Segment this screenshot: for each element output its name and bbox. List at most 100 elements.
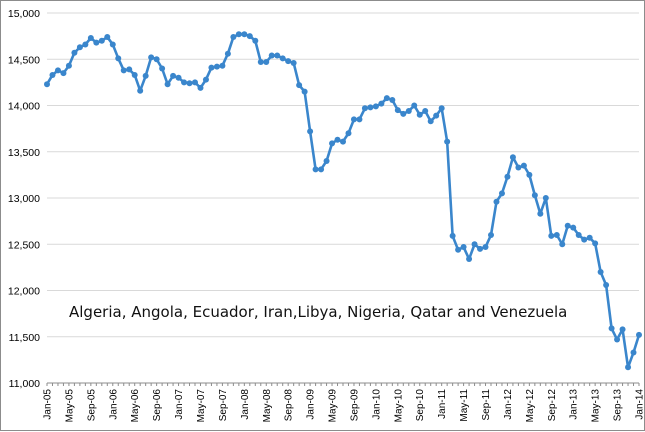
data-point [181, 79, 187, 85]
data-point [345, 130, 351, 136]
data-point [214, 64, 220, 70]
y-tick-label: 13,500 [8, 147, 40, 159]
data-point [132, 72, 138, 78]
x-tick-label: May-07 [196, 389, 207, 423]
data-point [428, 118, 434, 124]
data-point [532, 192, 538, 198]
data-point [493, 199, 499, 205]
data-point [444, 139, 450, 145]
data-point [598, 269, 604, 275]
data-point [389, 97, 395, 103]
gridlines [47, 13, 639, 383]
data-point [71, 50, 77, 56]
x-tick-label: Jan-11 [437, 389, 448, 419]
x-tick-label: May-05 [64, 389, 75, 423]
data-point [230, 34, 236, 40]
data-point [455, 247, 461, 253]
y-tick-label: 14,500 [8, 54, 40, 66]
data-point [543, 195, 549, 201]
data-point [115, 55, 121, 61]
data-point [521, 163, 527, 169]
x-tick-label: Sep-11 [481, 389, 492, 421]
x-tick-label: May-06 [130, 389, 141, 423]
data-point [499, 190, 505, 196]
data-point [411, 103, 417, 109]
x-tick-label: Jan-06 [108, 389, 119, 420]
data-point [176, 75, 182, 81]
x-tick-label: May-11 [459, 389, 470, 422]
data-point [559, 241, 565, 247]
x-tick-label: May-12 [525, 389, 536, 423]
data-point [340, 139, 346, 145]
data-point [208, 65, 214, 71]
data-point [66, 63, 72, 69]
data-point [77, 44, 83, 50]
data-point [263, 59, 269, 65]
data-point [466, 256, 472, 262]
data-point [197, 85, 203, 91]
data-point [554, 232, 560, 238]
x-tick-label: Jan-08 [240, 389, 251, 420]
x-tick-label: Sep-05 [86, 389, 97, 422]
data-point [291, 60, 297, 66]
y-tick-label: 14,000 [8, 101, 40, 113]
data-point [126, 66, 132, 72]
data-point [88, 35, 94, 41]
data-point [44, 81, 50, 87]
data-point [570, 225, 576, 231]
data-point [269, 53, 275, 59]
data-point [461, 244, 467, 250]
data-point [362, 105, 368, 111]
data-point [285, 58, 291, 64]
data-point [603, 282, 609, 288]
data-point [335, 137, 341, 143]
data-point [121, 67, 127, 73]
data-point [378, 101, 384, 107]
data-point [313, 166, 319, 172]
y-tick-label: 12,000 [8, 286, 40, 298]
data-point [154, 56, 160, 62]
x-tick-label: Sep-08 [284, 389, 295, 422]
chart-annotation: Algeria, Angola, Ecuador, Iran,Libya, Ni… [69, 303, 567, 321]
data-point [110, 41, 116, 47]
data-point [324, 158, 330, 164]
data-point [60, 70, 66, 76]
data-point [548, 233, 554, 239]
x-tick-label: Jan-12 [503, 389, 514, 420]
data-point [148, 54, 154, 60]
data-point [395, 107, 401, 113]
data-point [241, 31, 247, 37]
data-point [225, 51, 231, 57]
x-tick-label: Sep-07 [218, 389, 229, 422]
data-point [280, 55, 286, 61]
data-point [477, 246, 483, 252]
data-point [384, 95, 390, 101]
data-point [488, 232, 494, 238]
data-point [472, 241, 478, 247]
data-point [49, 72, 55, 78]
data-point [258, 59, 264, 65]
data-point [318, 166, 324, 172]
y-tick-label: 13,000 [8, 193, 40, 205]
x-tick-label: Sep-09 [349, 389, 360, 422]
y-tick-label: 15,000 [8, 8, 40, 20]
data-point [93, 40, 99, 46]
data-point [433, 113, 439, 119]
y-axis-ticks: 11,00011,50012,00012,50013,00013,50014,0… [8, 8, 40, 390]
data-point [236, 31, 242, 37]
data-point [307, 128, 313, 134]
data-point [187, 80, 193, 86]
data-point [620, 326, 626, 332]
x-tick-label: Sep-12 [547, 389, 558, 422]
x-tick-label: May-08 [262, 389, 273, 423]
data-point [417, 112, 423, 118]
data-point [504, 174, 510, 180]
x-tick-label: Jan-09 [306, 389, 317, 420]
data-point [203, 77, 209, 83]
data-point [159, 66, 165, 72]
data-point [515, 164, 521, 170]
data-point [422, 108, 428, 114]
data-point [526, 172, 532, 178]
data-point [439, 105, 445, 111]
